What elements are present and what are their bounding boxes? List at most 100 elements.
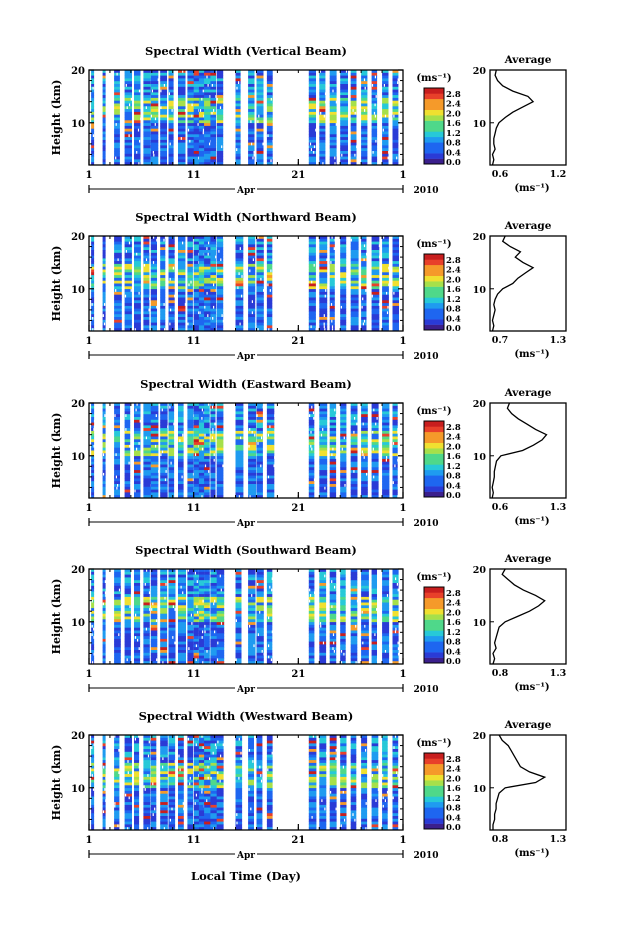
heatmap-cell xyxy=(124,444,131,449)
heatmap-cell xyxy=(198,422,207,426)
heatmap-cell xyxy=(392,322,399,326)
data-gap xyxy=(206,291,208,295)
heatmap-cell xyxy=(193,139,200,144)
heatmap-cell xyxy=(204,106,212,110)
heatmap-cell xyxy=(340,151,348,155)
heatmap-cell xyxy=(178,148,186,152)
data-gap xyxy=(117,484,119,487)
data-gap xyxy=(221,314,223,317)
heatmap-cell xyxy=(382,261,389,265)
heatmap-cell xyxy=(102,569,106,573)
heatmap-cell xyxy=(168,241,175,245)
heatmap-cell xyxy=(319,269,328,273)
heatmap-cell xyxy=(178,439,184,443)
heatmap-cell xyxy=(91,272,95,276)
heatmap-cell xyxy=(308,89,316,93)
heatmap-cell xyxy=(256,627,264,631)
heatmap-cell xyxy=(256,283,264,287)
heatmap-cell xyxy=(256,159,264,163)
heatmap-cell xyxy=(248,442,257,446)
heatmap-cell xyxy=(198,311,206,315)
heatmap-cell xyxy=(204,641,210,645)
heatmap-cell xyxy=(134,325,141,329)
heatmap-cell xyxy=(160,655,168,659)
heatmap-cell xyxy=(204,622,210,626)
heatmap-cell xyxy=(198,486,207,490)
heatmap-cell xyxy=(319,317,328,321)
heatmap-cell xyxy=(143,619,150,623)
heatmap-cell xyxy=(204,109,212,113)
heatmap-cell xyxy=(91,647,95,651)
heatmap-cell xyxy=(248,436,257,440)
heatmap-cell xyxy=(210,123,216,127)
data-gap xyxy=(92,134,94,138)
heatmap-cell xyxy=(114,103,120,107)
heatmap-cell xyxy=(216,75,224,79)
heatmap-cell xyxy=(216,408,224,412)
heatmap-cell xyxy=(216,78,224,82)
heatmap-cell xyxy=(134,442,141,446)
heatmap-cell xyxy=(340,162,348,166)
heatmap-cell xyxy=(361,408,368,412)
heatmap-cell xyxy=(187,275,193,279)
heatmap-cell xyxy=(210,577,217,581)
heatmap-cell xyxy=(361,255,367,259)
heatmap-cell xyxy=(319,117,326,121)
heatmap-cell xyxy=(329,619,337,623)
data-gap xyxy=(156,658,158,662)
heatmap-cell xyxy=(124,633,131,637)
heatmap-cell xyxy=(216,261,224,265)
data-gap xyxy=(335,456,337,459)
heatmap-cell xyxy=(256,255,264,259)
heatmap-cell xyxy=(187,263,193,268)
heatmap-cell xyxy=(371,571,377,575)
heatmap-cell xyxy=(143,425,151,429)
data-gap xyxy=(213,305,215,309)
heatmap-cell xyxy=(124,137,132,141)
heatmap-cell xyxy=(329,616,337,620)
heatmap-cell xyxy=(248,571,256,575)
colorbar-unit: (ms⁻¹) xyxy=(416,572,451,583)
heatmap-cell xyxy=(143,280,150,284)
heatmap-cell xyxy=(210,97,216,102)
heatmap-cell xyxy=(235,458,244,463)
heatmap-cell xyxy=(382,644,390,648)
average-y-tick-label: 20 xyxy=(473,66,487,77)
colorbar-tick-label: 0.4 xyxy=(446,481,461,491)
heatmap-cell xyxy=(91,428,95,432)
heatmap-cell xyxy=(392,291,399,296)
data-gap xyxy=(172,605,174,609)
heatmap-cell xyxy=(248,596,256,601)
heatmap-cell xyxy=(329,638,337,643)
colorbar-band xyxy=(424,442,444,449)
heatmap-cell xyxy=(102,467,106,471)
heatmap-cell xyxy=(178,156,186,160)
heatmap-cell xyxy=(216,436,224,440)
colorbar-band xyxy=(424,98,444,105)
heatmap-cell xyxy=(382,411,390,415)
data-gap xyxy=(154,123,156,126)
heatmap-cell xyxy=(361,300,367,304)
heatmap-cell xyxy=(371,610,377,615)
heatmap-cell xyxy=(350,605,358,609)
heatmap-cell xyxy=(256,456,263,460)
heatmap-cell xyxy=(216,145,224,149)
heatmap-cell xyxy=(204,655,210,659)
data-gap xyxy=(199,109,202,112)
heatmap-cell xyxy=(308,442,315,446)
heatmap-cell xyxy=(382,658,390,662)
heatmap-cell xyxy=(178,495,184,499)
data-gap xyxy=(392,481,394,484)
heatmap-cell xyxy=(124,247,132,251)
heatmap-cell xyxy=(204,439,210,443)
heatmap-cell xyxy=(168,630,176,634)
heatmap-cell xyxy=(150,622,158,626)
month-label: Apr xyxy=(236,186,255,196)
heatmap-cell xyxy=(143,145,151,149)
heatmap-cell xyxy=(319,411,328,415)
colorbar-tick-label: 2.0 xyxy=(446,109,461,119)
data-gap xyxy=(249,269,251,273)
heatmap-cell xyxy=(204,78,212,82)
x-tick-label: 1 xyxy=(86,669,93,680)
heatmap-cell xyxy=(193,123,200,127)
